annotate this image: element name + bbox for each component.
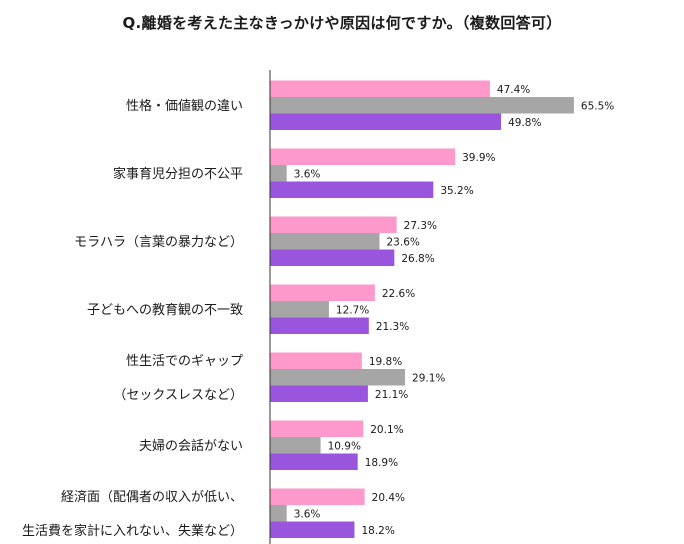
value-label: 18.9%: [365, 457, 398, 469]
bar: [270, 420, 364, 437]
value-label: 20.4%: [372, 492, 405, 504]
chart-title: Q.離婚を考えた主なきっかけや原因は何ですか。（複数回答可）: [122, 14, 562, 32]
category-label: 性生活でのギャップ: [126, 354, 243, 369]
category-label: モラハラ（言葉の暴力など）: [74, 235, 243, 250]
bar: [270, 148, 456, 165]
bar: [270, 317, 369, 334]
value-label: 49.8%: [508, 117, 541, 129]
value-label: 12.7%: [336, 304, 369, 316]
category-label: 子どもへの教育観の不一致: [87, 302, 243, 318]
bar: [270, 284, 375, 301]
value-label: 3.6%: [294, 168, 321, 180]
bar: [270, 301, 329, 318]
bar: [270, 505, 287, 522]
category-label: （セックスレスなど）: [113, 388, 243, 403]
bar: [270, 181, 434, 198]
category-label: 経済面（配偶者の収入が低い、: [61, 489, 243, 505]
value-label: 39.9%: [462, 152, 495, 164]
bar: [270, 80, 490, 97]
bar: [270, 216, 397, 233]
bar: [270, 488, 365, 505]
bar: [270, 249, 395, 266]
value-label: 21.1%: [375, 389, 408, 401]
value-label: 19.8%: [369, 356, 402, 368]
bar: [270, 437, 321, 454]
value-label: 10.9%: [328, 440, 361, 452]
bar: [270, 113, 502, 130]
value-label: 18.2%: [361, 525, 394, 537]
value-label: 27.3%: [404, 220, 437, 232]
bar: [270, 97, 574, 114]
value-label: 23.6%: [387, 236, 420, 248]
bar: [270, 369, 406, 386]
bar: [270, 385, 368, 402]
value-label: 26.8%: [401, 253, 434, 265]
category-label: 性格・価値観の違い: [126, 98, 243, 114]
value-label: 22.6%: [382, 288, 415, 300]
bar: [270, 165, 287, 182]
bar: [270, 453, 358, 470]
value-label: 20.1%: [370, 424, 403, 436]
value-label: 29.1%: [412, 372, 445, 384]
value-label: 21.3%: [376, 321, 409, 333]
value-label: 47.4%: [497, 84, 530, 96]
value-label: 35.2%: [440, 185, 473, 197]
value-label: 3.6%: [294, 508, 321, 520]
bar: [270, 521, 355, 538]
category-label: 家事育児分担の不公平: [113, 166, 243, 182]
bar: [270, 352, 362, 369]
bar: [270, 233, 380, 250]
category-label: 夫婦の会話がない: [139, 438, 243, 454]
category-label: 生活費を家計に入れない、失業など）: [22, 523, 243, 539]
value-label: 65.5%: [581, 100, 614, 112]
